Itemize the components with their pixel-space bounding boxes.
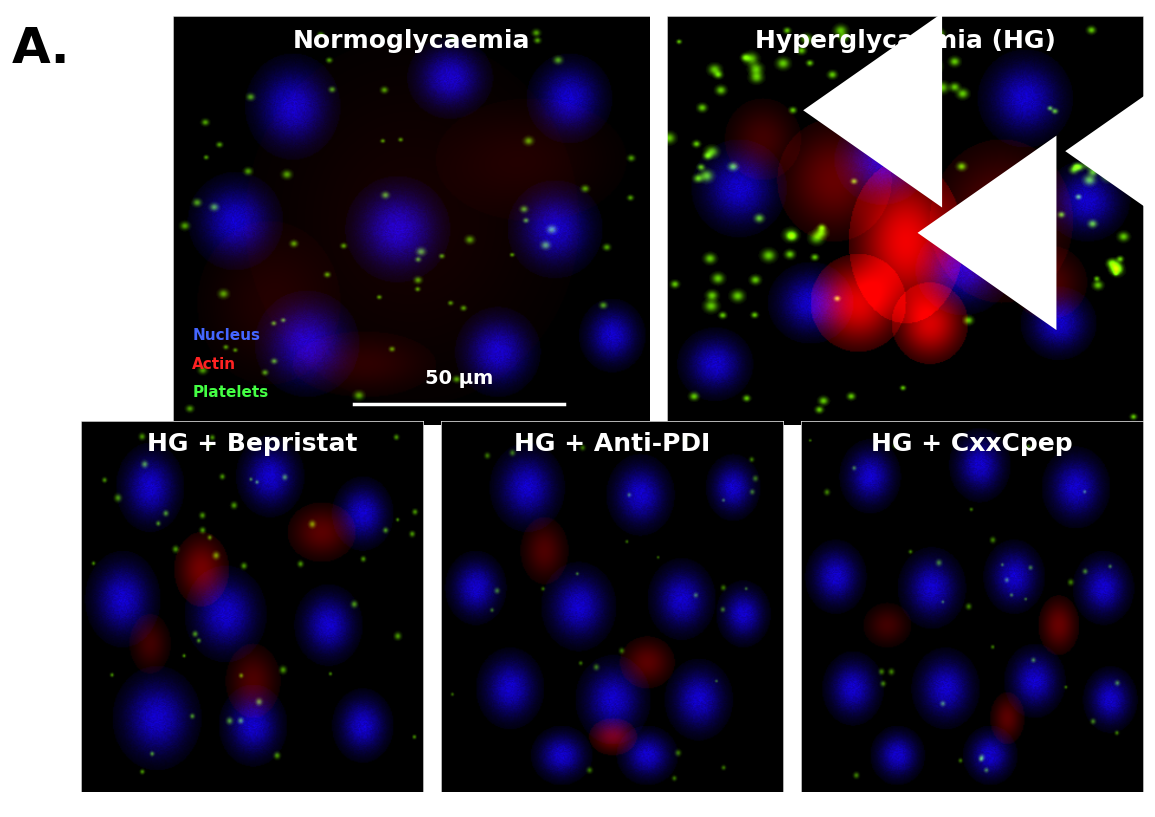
Text: Hyperglycaemia (HG): Hyperglycaemia (HG)	[755, 29, 1056, 52]
Text: HG + Anti-PDI: HG + Anti-PDI	[514, 432, 710, 456]
Text: HG + CxxCpep: HG + CxxCpep	[871, 432, 1073, 456]
Text: Platelets: Platelets	[193, 386, 269, 400]
Text: Normoglycaemia: Normoglycaemia	[292, 29, 530, 52]
Text: Actin: Actin	[193, 357, 237, 372]
Text: HG + Bepristat: HG + Bepristat	[147, 432, 357, 456]
Text: Nucleus: Nucleus	[193, 328, 260, 343]
Text: A.: A.	[12, 25, 70, 73]
Text: 50 μm: 50 μm	[425, 369, 493, 388]
